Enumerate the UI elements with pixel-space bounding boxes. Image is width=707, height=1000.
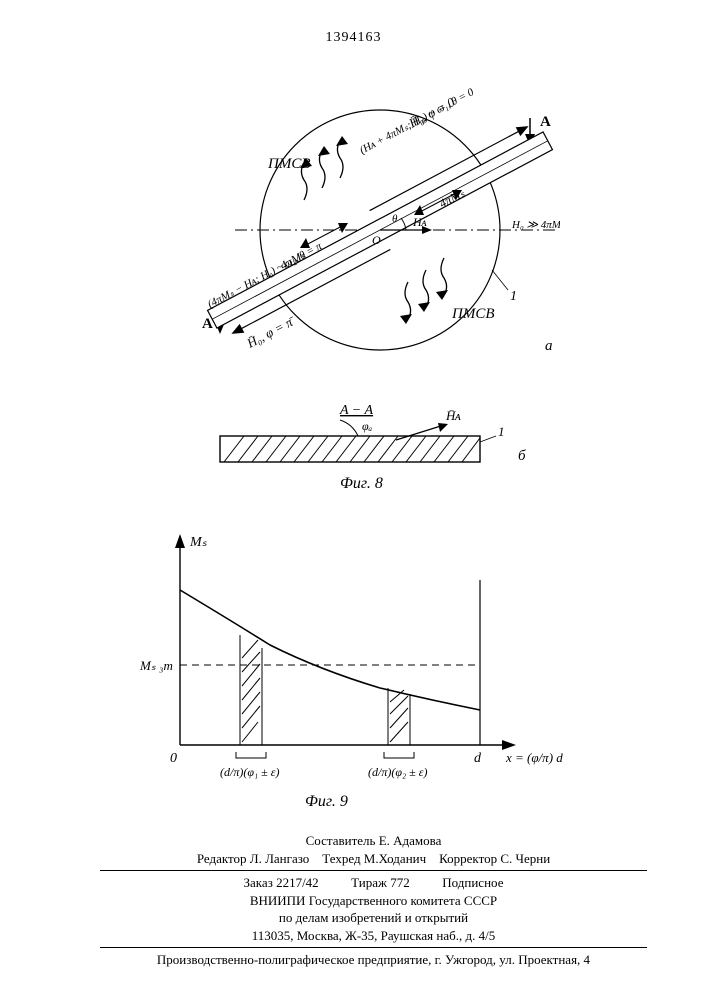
section-1: 1: [498, 424, 505, 439]
phi-a: φₐ: [362, 419, 373, 433]
y-axis-label: Mₛ: [189, 535, 208, 550]
theta-label: θ: [392, 213, 398, 225]
fig8-label: Фиг. 8: [340, 475, 383, 492]
hatch-band-1: [240, 635, 262, 745]
tick-left: (d/π)(φ₁ ± ε): [220, 765, 279, 779]
side-b: б: [518, 448, 526, 464]
top-paren: (Hᴀ + 4πMₛ; H₀) ~ ω₁, θ = 0: [358, 86, 477, 157]
pmsb-lr: ПМСВ: [451, 306, 495, 322]
circle-1: 1: [510, 289, 517, 304]
credits-line3: Заказ 2217/42 Тираж 772 Подписное: [100, 874, 647, 892]
hatch-band-2: [388, 688, 410, 745]
divider-1: [100, 870, 647, 871]
credits-compiler: Составитель Е. Адамова: [100, 832, 647, 850]
wavy-arrows-lr: [400, 258, 448, 324]
side-a: а: [545, 338, 553, 354]
credits-line7: Производственно-полиграфическое предприя…: [100, 951, 647, 969]
A-top-label: A: [540, 114, 551, 130]
x-eq: x = (φ/π) d: [505, 750, 563, 765]
d-label: d: [474, 751, 482, 766]
tick-right: (d/π)(φ₂ ± ε): [368, 765, 427, 779]
fig8-section: A − A φₐ H̄ᴀ: [190, 400, 540, 495]
HA-label: Hᴀ: [412, 215, 428, 229]
fig9: Mₛ Mₛ ₃т 0 d x = (φ/π) d (d/π)(φ₁ ± ε) (…: [110, 510, 570, 820]
ho-phi-pi: H̄₀, φ = π̄: [243, 312, 298, 351]
ho-much: H₀ ≫ 4πMₛ: [511, 219, 560, 231]
patent-number: 1394163: [326, 30, 382, 46]
pmsb-ul: ПМСВ: [267, 156, 311, 172]
origin: 0: [170, 751, 177, 766]
credits-line6: 113035, Москва, Ж-35, Раушская наб., д. …: [100, 927, 647, 945]
ms-et: Mₛ ₃т: [139, 658, 173, 673]
divider-2: [100, 947, 647, 948]
page: 1394163 A A: [0, 0, 707, 1000]
credits-line5: по делам изобретений и открытий: [100, 909, 647, 927]
fig9-label: Фиг. 9: [305, 793, 348, 810]
credits-block: Составитель Е. Адамова Редактор Л. Ланга…: [100, 832, 647, 969]
HA-bar: H̄ᴀ: [445, 408, 461, 423]
section-title: A − A: [339, 403, 373, 418]
fig8-top: A A: [130, 60, 560, 380]
credits-line4: ВНИИПИ Государственного комитета СССР: [100, 892, 647, 910]
O-label: О: [372, 233, 381, 247]
credits-line2: Редактор Л. Лангазо Техред М.Ходанич Кор…: [100, 850, 647, 868]
